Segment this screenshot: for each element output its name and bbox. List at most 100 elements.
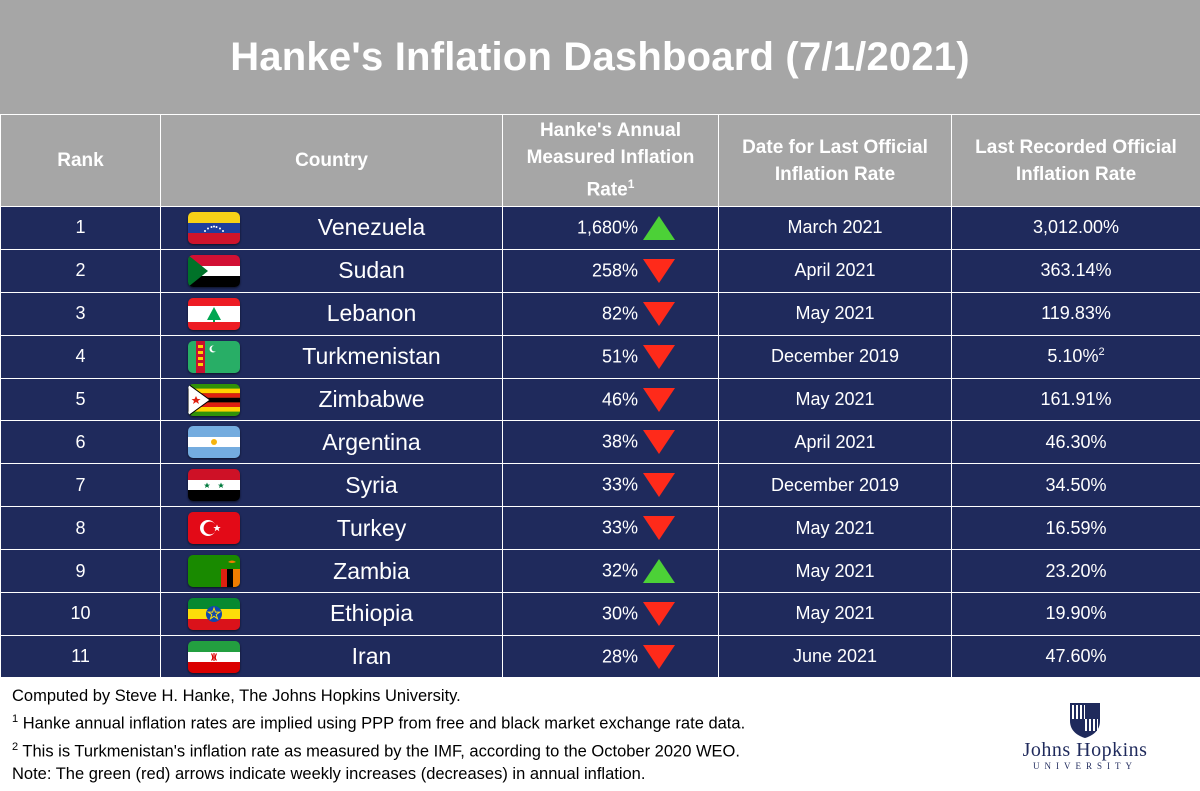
official-rate-footnote: 2 [1098,346,1105,359]
hanke-rate-cell: 82% [502,291,719,336]
jhu-logo-sub: UNIVERSITY [1033,761,1137,771]
title-bar: Hanke's Inflation Dashboard (7/1/2021) [0,0,1200,114]
turkey-flag-icon [188,512,240,545]
header-country-label: Country [295,150,368,171]
hanke-rate-value: 46% [601,389,638,409]
date-cell: May 2021 [718,549,952,594]
date-value: May 2021 [795,303,875,324]
hanke-rate-cell: 258% [502,248,719,293]
date-cell: April 2021 [718,420,952,465]
date-value: April 2021 [794,260,876,281]
arrow-down-icon [642,515,676,541]
header-rank-label: Rank [57,150,104,171]
date-value: May 2021 [795,560,875,581]
country-cell: Turkey [160,506,503,551]
official-rate-cell: 46.30% [951,420,1200,465]
rank-value: 5 [75,389,86,409]
header-official-line2: Inflation Rate [1015,163,1137,185]
arrow-down-icon [642,387,676,413]
jhu-shield-icon [1070,703,1100,738]
hanke-rate-value: 28% [601,646,638,667]
arrow-down-icon [642,301,676,327]
table-row: 6 Argentina 38% April 2021 46.30% [0,420,1200,465]
official-rate-value: 16.59% [1045,517,1107,538]
hanke-rate-value: 30% [601,603,638,624]
rank-cell: 6 [0,420,161,465]
arrow-down-icon [642,344,676,370]
table-row: 4 Turkmenistan 51% December 2019 5.10%2 [0,334,1200,379]
hanke-rate-value: 258% [591,260,638,281]
table-row: 1 Venezuela 1,680% March 2021 3,012.00% [0,206,1200,250]
date-cell: March 2021 [718,206,952,250]
table-row: 9 Zambia 32% May 2021 23.20% [0,549,1200,594]
date-cell: December 2019 [718,463,952,508]
venezuela-flag-icon [188,211,240,244]
rank-cell: 1 [0,206,161,250]
official-rate-value: 19.90% [1045,603,1107,624]
official-rate-value: 34.50% [1045,474,1107,495]
rank-value: 7 [75,474,86,495]
rank-value: 10 [70,603,91,624]
country-cell: Venezuela [160,206,503,250]
official-rate-cell: 363.14% [951,248,1200,293]
footnote-1-text: Hanke annual inflation rates are implied… [18,714,746,733]
table-row: 7 Syria 33% December 2019 34.50% [0,463,1200,508]
rank-value: 3 [75,303,86,324]
footer: Computed by Steve H. Hanke, The Johns Ho… [0,677,1200,791]
country-name: Venezuela [317,214,426,241]
date-cell: December 2019 [718,334,952,379]
header-official-rate: Last Recorded Official Inflation Rate [951,114,1200,207]
official-rate-value: 3,012.00% [1032,217,1120,238]
table-row: 5 Zimbabwe 46% May 2021 161.91% [0,377,1200,422]
hanke-rate-cell: 33% [502,506,719,551]
table-row: 10 Ethiopia 30% May 2021 19.90% [0,592,1200,636]
rank-cell: 7 [0,463,161,508]
header-hanke-line3: Rate [586,179,628,201]
hanke-rate-cell: 51% [502,334,719,379]
official-rate-cell: 161.91% [951,377,1200,422]
hanke-rate-cell: 32% [502,549,719,594]
arrow-down-icon [642,429,676,455]
hanke-rate-value: 32% [601,560,638,581]
rank-cell: 2 [0,248,161,293]
table-row: 8 Turkey 33% May 2021 16.59% [0,506,1200,551]
header-official-line1: Last Recorded Official [975,136,1177,158]
ethiopia-flag-icon [188,597,240,630]
jhu-logo-name: Johns Hopkins [1022,739,1148,761]
country-cell: Sudan [160,248,503,293]
date-cell: May 2021 [718,506,952,551]
hanke-rate-value: 82% [601,303,638,324]
hanke-rate-value: 33% [601,517,638,538]
hanke-rate-cell: 28% [502,634,719,679]
rank-value: 1 [75,217,86,238]
country-cell: Ethiopia [160,592,503,636]
date-cell: May 2021 [718,592,952,636]
official-rate-value: 119.83% [1041,303,1111,324]
date-value: December 2019 [770,346,900,367]
date-value: December 2019 [770,474,900,495]
header-hanke-line1: Hanke's Annual [539,120,682,142]
country-name: Lebanon [326,300,417,327]
date-cell: May 2021 [718,377,952,422]
date-value: May 2021 [795,389,875,409]
hanke-rate-value: 1,680% [576,217,638,238]
date-cell: June 2021 [718,634,952,679]
country-cell: Syria [160,463,503,508]
footnote-2-text: This is Turkmenistan's inflation rate as… [18,742,740,760]
date-cell: May 2021 [718,291,952,336]
header-country: Country [160,114,503,207]
jhu-logo: Johns Hopkins UNIVERSITY [985,701,1185,781]
turkmenistan-flag-icon [188,340,240,373]
rank-value: 6 [75,431,86,452]
rank-value: 8 [75,517,86,538]
country-name: Iran [351,643,392,670]
dashboard-title: Hanke's Inflation Dashboard (7/1/2021) [230,34,970,79]
syria-flag-icon [188,469,240,502]
hanke-rate-value: 33% [601,474,638,495]
date-value: June 2021 [792,646,878,667]
country-name: Ethiopia [329,600,414,627]
official-rate-value: 46.30% [1045,431,1107,452]
official-rate-value: 363.14% [1040,260,1112,281]
official-rate-cell: 16.59% [951,506,1200,551]
official-rate-value: 47.60% [1045,646,1107,667]
